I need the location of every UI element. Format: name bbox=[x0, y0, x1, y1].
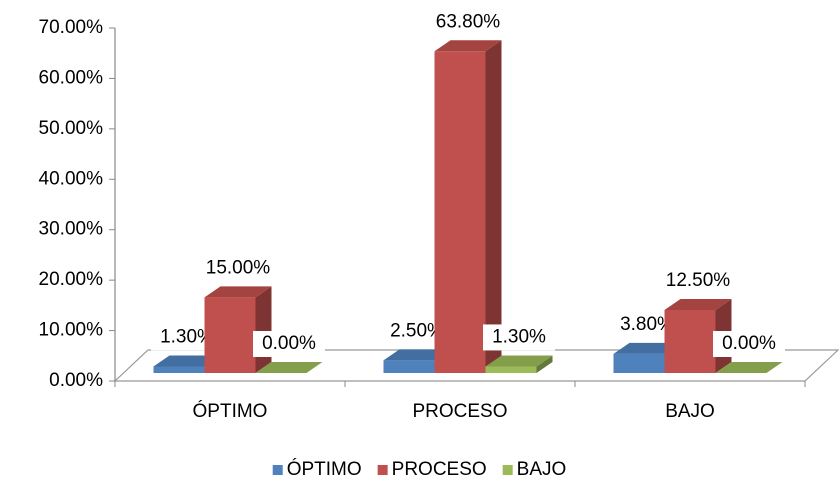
data-label: 2.50% bbox=[390, 320, 444, 341]
bar-top bbox=[715, 362, 783, 373]
data-label: 1.30% bbox=[160, 326, 214, 347]
data-label: 0.00% bbox=[262, 333, 316, 354]
bar-top bbox=[383, 349, 451, 361]
bar-front bbox=[383, 360, 435, 373]
bar-top bbox=[434, 40, 502, 52]
legend-swatch bbox=[377, 465, 388, 475]
data-label-box bbox=[483, 324, 555, 351]
data-label: 63.80% bbox=[436, 11, 501, 32]
x-tick-label: ÓPTIMO bbox=[193, 400, 268, 422]
bar-side bbox=[485, 40, 502, 373]
data-label: 0.00% bbox=[722, 333, 776, 354]
bar-top bbox=[664, 298, 732, 310]
y-tick-label: 20.00% bbox=[39, 269, 104, 290]
legend-label: PROCESO bbox=[392, 459, 487, 480]
legend-label: BAJO bbox=[517, 459, 567, 480]
bar-side bbox=[536, 355, 553, 373]
bar-top bbox=[255, 362, 323, 373]
data-label: 3.80% bbox=[620, 314, 674, 335]
bar-top bbox=[613, 342, 681, 354]
data-label-box bbox=[253, 331, 325, 357]
bar-front bbox=[204, 297, 256, 373]
y-tick-label: 70.00% bbox=[39, 17, 104, 38]
data-label: 12.50% bbox=[666, 270, 731, 291]
x-tick-label: PROCESO bbox=[412, 401, 507, 422]
bar-front bbox=[434, 51, 486, 373]
legend-label: ÓPTIMO bbox=[287, 458, 362, 480]
y-tick-label: 30.00% bbox=[39, 219, 104, 240]
data-label: 1.30% bbox=[492, 326, 546, 347]
y-tick-label: 10.00% bbox=[39, 320, 104, 341]
y-tick-label: 0.00% bbox=[49, 370, 103, 391]
bar-top bbox=[204, 286, 272, 298]
data-label: 15.00% bbox=[206, 257, 271, 278]
bar-front bbox=[613, 353, 665, 373]
y-tick-label: 50.00% bbox=[39, 118, 104, 139]
bar-top bbox=[153, 355, 221, 367]
legend-swatch bbox=[272, 465, 283, 475]
bar-front bbox=[153, 366, 205, 373]
data-label-box bbox=[432, 9, 504, 36]
bar-front bbox=[485, 366, 537, 373]
data-label-box bbox=[713, 331, 785, 357]
data-label-box bbox=[202, 255, 274, 282]
y-tick-label: 60.00% bbox=[39, 67, 104, 88]
bar-side bbox=[255, 286, 272, 373]
x-tick-label: BAJO bbox=[665, 401, 715, 422]
bar-front bbox=[664, 309, 716, 373]
bar-top bbox=[485, 355, 553, 367]
y-tick-label: 40.00% bbox=[39, 168, 104, 189]
data-label-box bbox=[662, 267, 734, 294]
legend-swatch bbox=[502, 465, 513, 475]
